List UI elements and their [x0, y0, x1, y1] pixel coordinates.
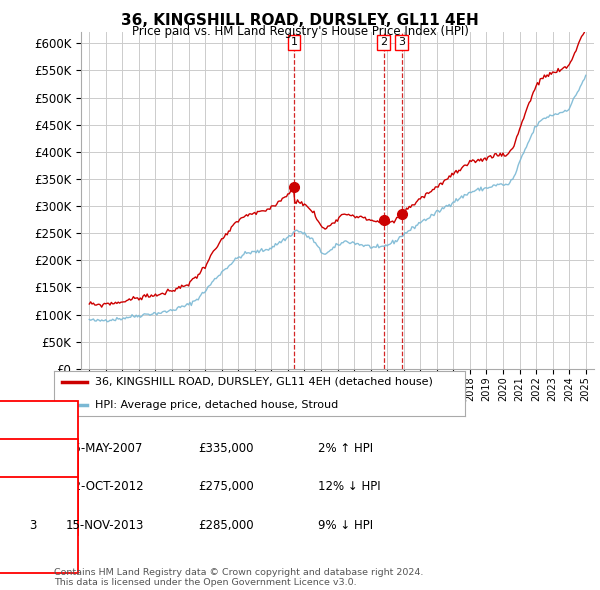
Text: 1: 1 — [29, 442, 37, 455]
Text: Price paid vs. HM Land Registry's House Price Index (HPI): Price paid vs. HM Land Registry's House … — [131, 25, 469, 38]
Text: 2: 2 — [29, 480, 37, 493]
Text: 1: 1 — [290, 38, 298, 47]
Text: 9% ↓ HPI: 9% ↓ HPI — [318, 519, 373, 532]
Text: HPI: Average price, detached house, Stroud: HPI: Average price, detached house, Stro… — [95, 399, 338, 409]
Text: 25-MAY-2007: 25-MAY-2007 — [66, 442, 142, 455]
Text: 36, KINGSHILL ROAD, DURSLEY, GL11 4EH (detached house): 36, KINGSHILL ROAD, DURSLEY, GL11 4EH (d… — [95, 377, 433, 387]
Text: This data is licensed under the Open Government Licence v3.0.: This data is licensed under the Open Gov… — [54, 578, 356, 587]
Text: Contains HM Land Registry data © Crown copyright and database right 2024.: Contains HM Land Registry data © Crown c… — [54, 568, 424, 577]
Text: 3: 3 — [398, 38, 405, 47]
Text: 2: 2 — [380, 38, 388, 47]
Text: 12% ↓ HPI: 12% ↓ HPI — [318, 480, 380, 493]
Text: 36, KINGSHILL ROAD, DURSLEY, GL11 4EH: 36, KINGSHILL ROAD, DURSLEY, GL11 4EH — [121, 13, 479, 28]
Text: £285,000: £285,000 — [198, 519, 254, 532]
Text: 3: 3 — [29, 519, 37, 532]
Text: 22-OCT-2012: 22-OCT-2012 — [66, 480, 143, 493]
Text: £275,000: £275,000 — [198, 480, 254, 493]
Text: £335,000: £335,000 — [198, 442, 254, 455]
Text: 15-NOV-2013: 15-NOV-2013 — [66, 519, 145, 532]
Text: 2% ↑ HPI: 2% ↑ HPI — [318, 442, 373, 455]
